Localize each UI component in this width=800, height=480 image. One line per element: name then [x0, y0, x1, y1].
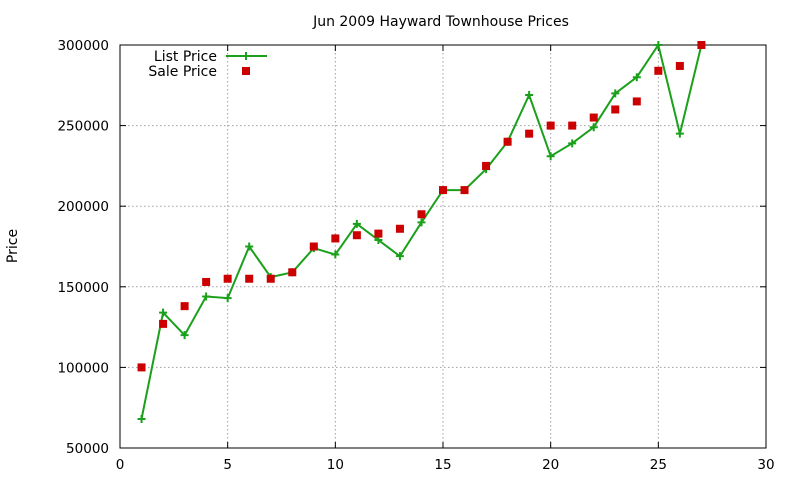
sale-price-point	[675, 61, 684, 70]
legend: List Price Sale Price	[148, 49, 267, 80]
sale-price-point	[503, 137, 512, 146]
list-price-point	[180, 331, 189, 340]
sale-price-point	[589, 113, 598, 122]
sale-price-point	[223, 274, 232, 283]
list-price-point	[331, 250, 340, 259]
list-price-point	[245, 242, 254, 251]
sale-price-point	[460, 186, 469, 195]
list-price-point	[525, 90, 534, 99]
x-tick-label: 10	[327, 457, 344, 473]
y-tick-label: 150000	[57, 280, 109, 296]
legend-sample-list-price-marker	[242, 52, 250, 60]
sale-price-point	[611, 105, 620, 114]
y-tick-label: 250000	[57, 119, 109, 135]
list-price-point	[546, 152, 555, 161]
list-price-point	[202, 292, 211, 301]
sale-price-point	[417, 210, 426, 219]
x-axis-tick-labels: 0 5 10 15 20 25 30	[116, 457, 775, 473]
legend-label-list-price: List Price	[154, 49, 217, 65]
grid	[120, 45, 766, 448]
y-tick-label: 100000	[57, 360, 109, 376]
sale-price-point	[159, 319, 168, 328]
sale-price-point	[439, 186, 447, 195]
chart-title: Jun 2009 Hayward Townhouse Prices	[312, 14, 569, 30]
sale-price-point	[568, 121, 577, 130]
list-price-point	[395, 252, 404, 261]
list-price-line	[140, 42, 703, 420]
list-price-point	[137, 414, 146, 423]
y-tick-label: 300000	[57, 38, 109, 54]
sale-price-point	[245, 274, 254, 283]
sale-price-point	[309, 242, 318, 251]
sale-price-point	[525, 129, 534, 138]
list-price-point	[632, 73, 641, 82]
sale-price-point	[352, 231, 361, 240]
y-axis-label: Price	[5, 229, 21, 263]
y-tick-label: 200000	[57, 199, 109, 215]
legend-sample-sale-price-marker	[242, 67, 250, 75]
x-tick-label: 15	[434, 457, 451, 473]
list-price-point	[675, 129, 684, 138]
sale-price-point	[482, 161, 491, 170]
legend-label-sale-price: Sale Price	[148, 64, 217, 80]
x-tick-label: 20	[542, 457, 559, 473]
series	[137, 41, 706, 423]
x-tick-label: 0	[116, 457, 125, 473]
list-price-point	[417, 218, 426, 227]
y-axis-tick-labels: 50000 100000 150000 200000 250000 300000	[57, 38, 109, 457]
axis-ticks	[119, 44, 767, 449]
sale-price-point	[697, 41, 706, 49]
sale-price-point	[632, 97, 641, 106]
y-tick-label: 50000	[66, 441, 109, 457]
list-price-point	[223, 294, 232, 303]
sale-price-point	[374, 229, 383, 238]
sale-price-point	[654, 66, 663, 75]
sale-price-point	[395, 224, 404, 233]
x-tick-label: 5	[223, 457, 232, 473]
list-price-point	[611, 89, 620, 98]
list-price-point	[568, 139, 577, 148]
sale-price-point	[546, 121, 555, 130]
list-price-point	[589, 123, 598, 132]
sale-price-point	[180, 302, 189, 311]
x-tick-label: 30	[757, 457, 774, 473]
list-price-point	[159, 308, 168, 317]
list-price-point	[352, 219, 361, 228]
sale-price-point	[288, 268, 297, 277]
list-price-point	[654, 41, 663, 49]
sale-price-point	[202, 277, 211, 286]
sale-price-point	[266, 274, 275, 283]
sale-price-point	[331, 234, 340, 243]
sale-price-point	[137, 363, 146, 372]
x-tick-label: 25	[650, 457, 667, 473]
